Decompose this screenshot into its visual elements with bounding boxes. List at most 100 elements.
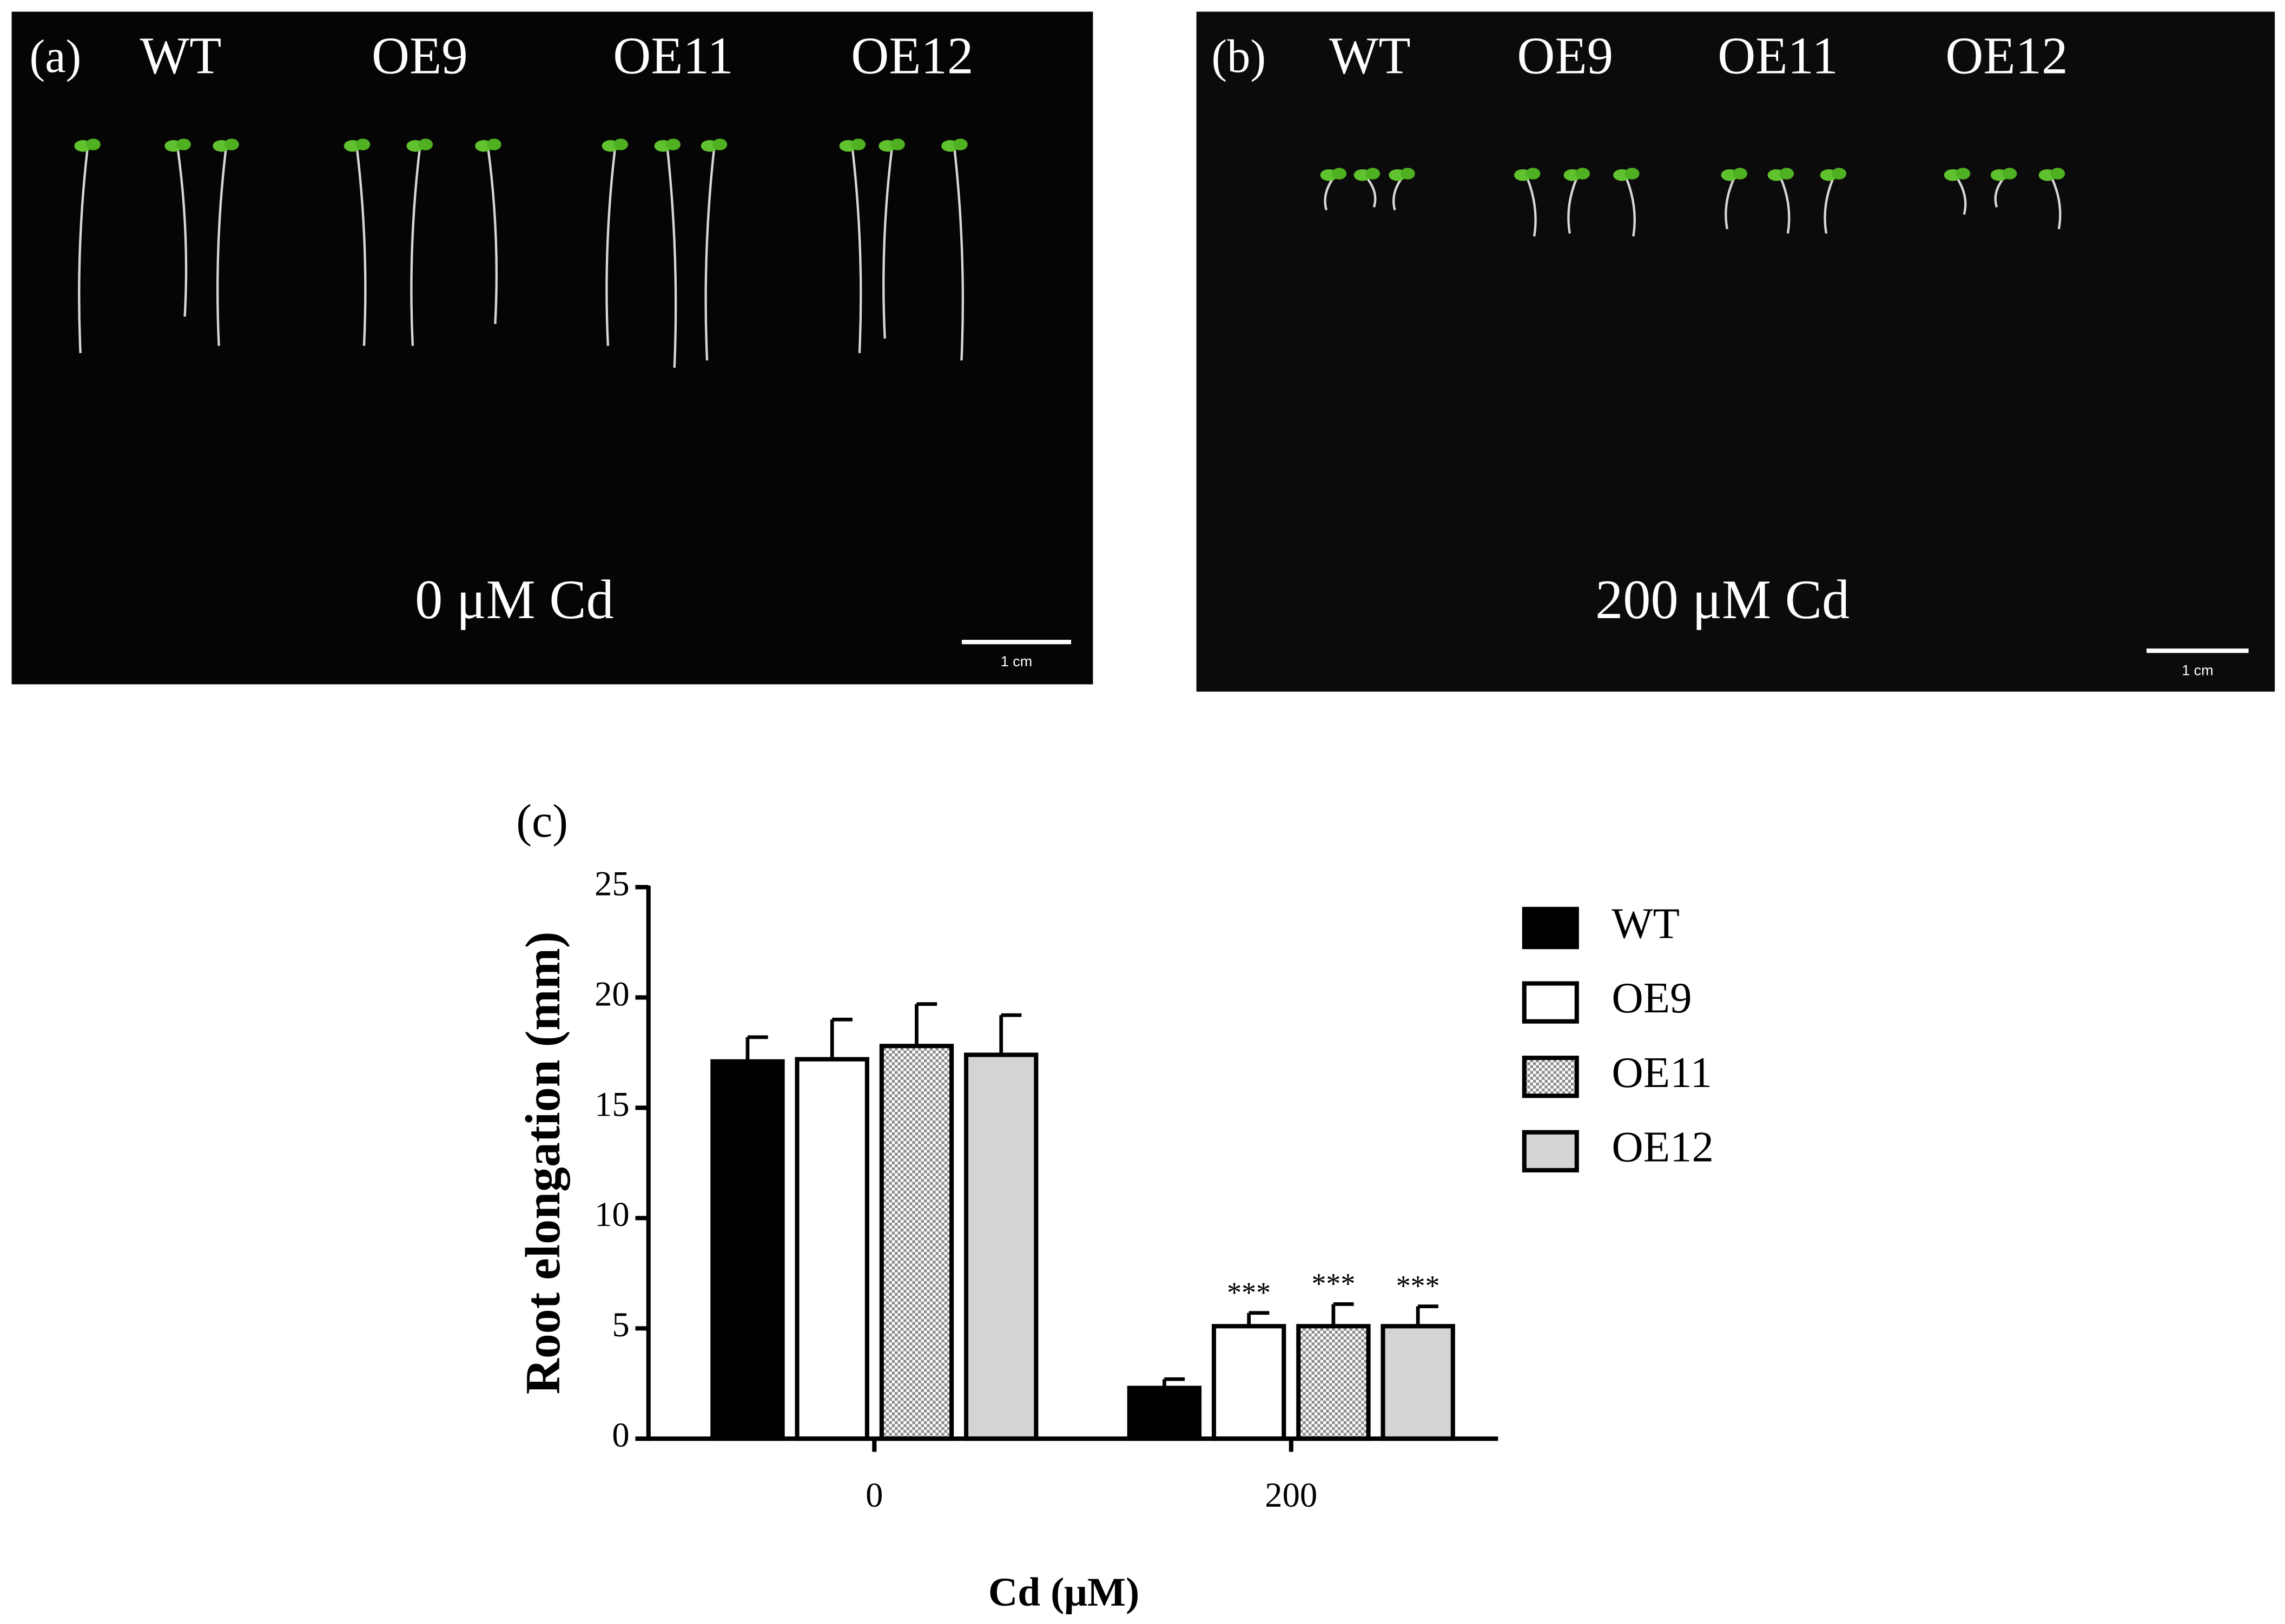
- seedling-root: [882, 148, 893, 339]
- photo-panel: [1196, 11, 2275, 692]
- seedling-root: [1824, 177, 1834, 234]
- error-bar: [1247, 1311, 1270, 1327]
- x-tick-label: 0: [866, 1475, 883, 1514]
- seedling-leaf: [851, 138, 866, 150]
- legend-swatch: [1522, 906, 1579, 950]
- seedling-root: [1567, 177, 1578, 234]
- seedling-leaf: [1525, 168, 1541, 180]
- y-tick-label: 10: [595, 1195, 630, 1234]
- y-tick-label: 20: [595, 974, 630, 1013]
- seedling-leaf: [418, 138, 433, 150]
- y-tick-label: 25: [595, 864, 630, 903]
- genotype-label: OE11: [1718, 27, 1838, 85]
- x-tick-label: 200: [1265, 1475, 1317, 1514]
- scale-bar-label: 1 cm: [1001, 653, 1032, 670]
- legend-swatch: [1522, 1056, 1579, 1098]
- seedling-leaf: [2050, 168, 2065, 180]
- significance-label: ***: [1312, 1267, 1356, 1300]
- seedling-leaf: [890, 138, 905, 150]
- seedling-root: [176, 148, 188, 317]
- seedling-root: [1779, 177, 1791, 234]
- bar: [1211, 1324, 1286, 1441]
- legend-label: OE11: [1612, 1049, 1712, 1097]
- seedling-leaf: [1575, 168, 1590, 180]
- error-bar: [915, 1002, 937, 1046]
- seedling-root: [1625, 177, 1636, 237]
- genotype-label: WT: [140, 27, 222, 85]
- bar: [795, 1057, 869, 1441]
- seedling-leaf: [666, 138, 681, 150]
- legend-label: OE12: [1612, 1123, 1714, 1171]
- seedling-root: [78, 148, 89, 354]
- seedling-root: [1725, 177, 1735, 229]
- legend-label: WT: [1612, 900, 1680, 948]
- bar: [710, 1059, 785, 1441]
- seedling-root: [1956, 177, 1967, 215]
- genotype-label: WT: [1329, 27, 1411, 85]
- seedling-leaf: [1832, 168, 1847, 180]
- seedling-root: [605, 148, 616, 346]
- seedling-root: [666, 148, 677, 368]
- seedling-root: [487, 148, 498, 324]
- bar: [1127, 1386, 1202, 1441]
- seedling-leaf: [1733, 168, 1747, 180]
- seedling-leaf: [2002, 168, 2017, 180]
- seedling-root: [1526, 177, 1537, 237]
- y-tick-label: 5: [612, 1305, 629, 1344]
- seedling-root: [2051, 177, 2062, 229]
- seedling-leaf: [1779, 168, 1794, 180]
- seedling-root: [704, 148, 716, 361]
- y-tick-label: 0: [612, 1415, 629, 1454]
- seedling-root: [1324, 177, 1335, 211]
- seedling-leaf: [176, 138, 191, 150]
- seedling-leaf: [85, 138, 101, 150]
- condition-label: 200 μM Cd: [1595, 569, 1850, 631]
- scale-bar-label: 1 cm: [2182, 662, 2213, 678]
- genotype-label: OE12: [1945, 27, 2068, 85]
- error-bar: [745, 1035, 768, 1062]
- bar: [963, 1052, 1039, 1441]
- panel-label: (c): [516, 795, 568, 847]
- seedling-root: [355, 148, 367, 346]
- seedling-leaf: [613, 138, 629, 150]
- seedling-leaf: [1332, 168, 1347, 180]
- genotype-label: OE9: [1517, 27, 1613, 85]
- genotype-label: OE11: [613, 27, 734, 85]
- seedling-root: [1392, 177, 1403, 211]
- significance-label: ***: [1396, 1270, 1440, 1302]
- chart: (c) 0 5 10 15 20 25 *** *** *** 0 200 Cd (μM) Root el…: [515, 795, 1714, 1615]
- error-bar: [830, 1017, 853, 1059]
- genotype-label: OE12: [851, 27, 973, 85]
- y-tick-label: 15: [595, 1084, 630, 1123]
- seedling-leaf: [1400, 168, 1415, 180]
- seedling-leaf: [1365, 168, 1381, 180]
- seedling-root: [953, 148, 965, 361]
- photo-panel: [11, 11, 1093, 685]
- y-axis-title: Root elongation (mm): [515, 931, 570, 1394]
- seedling-leaf: [224, 138, 239, 150]
- bar: [1296, 1324, 1371, 1441]
- legend-swatch: [1522, 1130, 1579, 1172]
- error-bar: [1331, 1302, 1354, 1327]
- panel-label: (b): [1212, 30, 1266, 82]
- seedling-leaf: [486, 138, 501, 150]
- seedling-leaf: [953, 138, 968, 150]
- seedling-leaf: [355, 138, 371, 150]
- photos: (a) WT OE9 OE11 OE12 0 μM Cd 1 cm (b) WT OE9 OE11 O…: [30, 27, 2249, 678]
- seedling-root: [851, 148, 862, 354]
- seedling-root: [1366, 177, 1377, 208]
- condition-label: 0 μM Cd: [415, 569, 614, 631]
- seedling-leaf: [712, 138, 728, 150]
- panel-label: (a): [30, 30, 82, 82]
- seedling-leaf: [1624, 168, 1640, 180]
- error-bar: [999, 1013, 1022, 1055]
- genotype-label: OE9: [372, 27, 468, 85]
- bar: [1381, 1324, 1455, 1441]
- legend-label: OE9: [1612, 974, 1692, 1022]
- seedling-root: [410, 148, 421, 346]
- error-bar: [1416, 1304, 1438, 1327]
- bar: [879, 1044, 954, 1441]
- seedling-root: [216, 148, 227, 346]
- x-axis-title: Cd (μM): [988, 1570, 1139, 1615]
